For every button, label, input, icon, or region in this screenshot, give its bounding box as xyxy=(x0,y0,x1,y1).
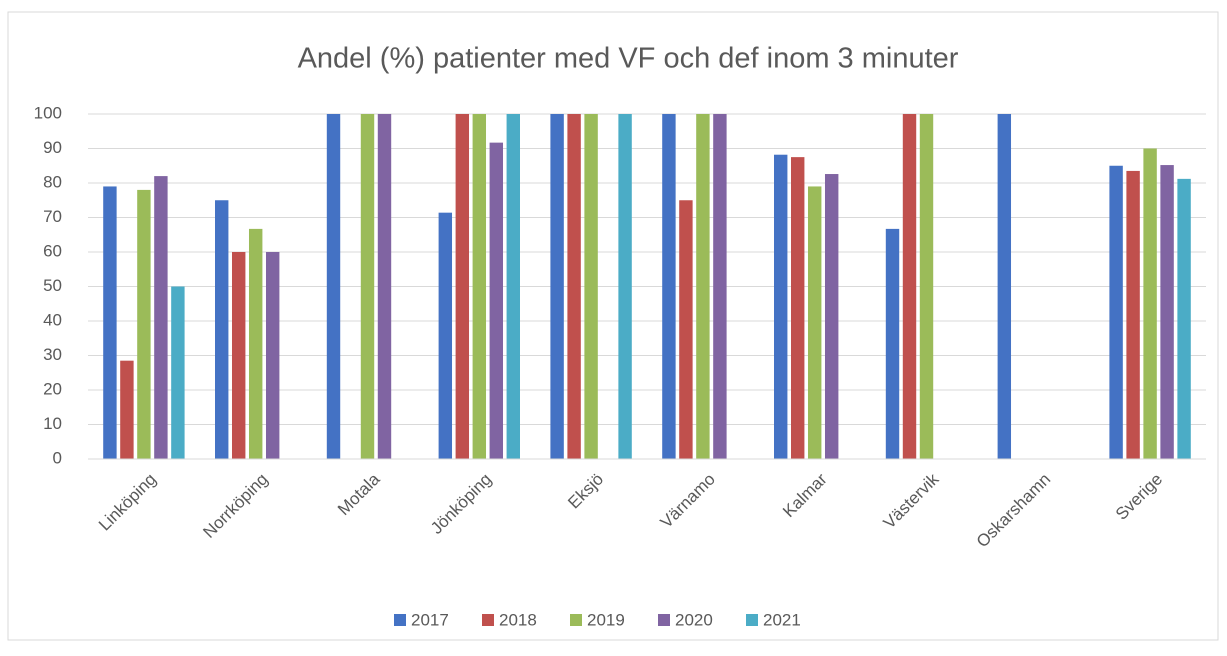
y-tick-label: 90 xyxy=(43,138,62,157)
y-tick-label: 80 xyxy=(43,172,62,191)
bar xyxy=(550,114,564,459)
chart-border xyxy=(7,11,1219,641)
bar xyxy=(807,186,822,459)
bar xyxy=(885,228,900,459)
bar xyxy=(154,176,168,459)
bar xyxy=(455,114,470,459)
bar xyxy=(1177,178,1191,460)
y-tick-label: 70 xyxy=(43,207,62,226)
bar xyxy=(326,114,341,459)
bar xyxy=(1109,165,1123,459)
legend-label: 2020 xyxy=(675,610,713,629)
y-tick-label: 100 xyxy=(34,103,62,122)
y-tick-label: 50 xyxy=(43,276,62,295)
bar xyxy=(215,200,229,459)
bar xyxy=(824,174,839,459)
bar xyxy=(1126,170,1140,460)
bar xyxy=(696,114,710,459)
bar xyxy=(248,228,263,459)
bar xyxy=(103,186,117,459)
legend-label: 2021 xyxy=(763,610,801,629)
bar xyxy=(618,114,632,459)
y-tick-label: 20 xyxy=(43,379,62,398)
legend-swatch xyxy=(570,614,582,626)
legend-label: 2018 xyxy=(499,610,537,629)
bar xyxy=(137,189,151,459)
y-tick-label: 10 xyxy=(43,414,62,433)
bar xyxy=(567,114,581,459)
bar xyxy=(713,114,727,459)
y-tick-label: 0 xyxy=(53,448,62,467)
bar xyxy=(1143,148,1157,459)
y-tick-label: 40 xyxy=(43,310,62,329)
bar xyxy=(662,114,676,459)
bar xyxy=(506,114,520,459)
bar xyxy=(790,157,805,459)
legend-label: 2019 xyxy=(587,610,625,629)
bar xyxy=(360,114,375,459)
bar xyxy=(997,114,1012,459)
bar xyxy=(438,212,453,459)
bar xyxy=(489,142,504,459)
chart-title: Andel (%) patienter med VF och def inom … xyxy=(298,43,959,75)
legend-swatch xyxy=(482,614,494,626)
y-tick-label: 30 xyxy=(43,345,62,364)
bar xyxy=(679,200,693,459)
bar xyxy=(377,114,392,459)
legend-swatch xyxy=(746,614,758,626)
bar xyxy=(171,286,185,459)
legend-label: 2017 xyxy=(411,610,449,629)
y-tick-label: 60 xyxy=(43,241,62,260)
bar xyxy=(265,252,280,459)
bar xyxy=(774,154,788,459)
bar xyxy=(231,252,246,459)
bar xyxy=(472,114,487,459)
bar xyxy=(1160,165,1174,459)
bar xyxy=(919,114,934,459)
bar xyxy=(120,360,134,459)
bar xyxy=(584,114,598,459)
legend-swatch xyxy=(658,614,670,626)
legend-swatch xyxy=(394,614,406,626)
bar xyxy=(902,114,917,459)
